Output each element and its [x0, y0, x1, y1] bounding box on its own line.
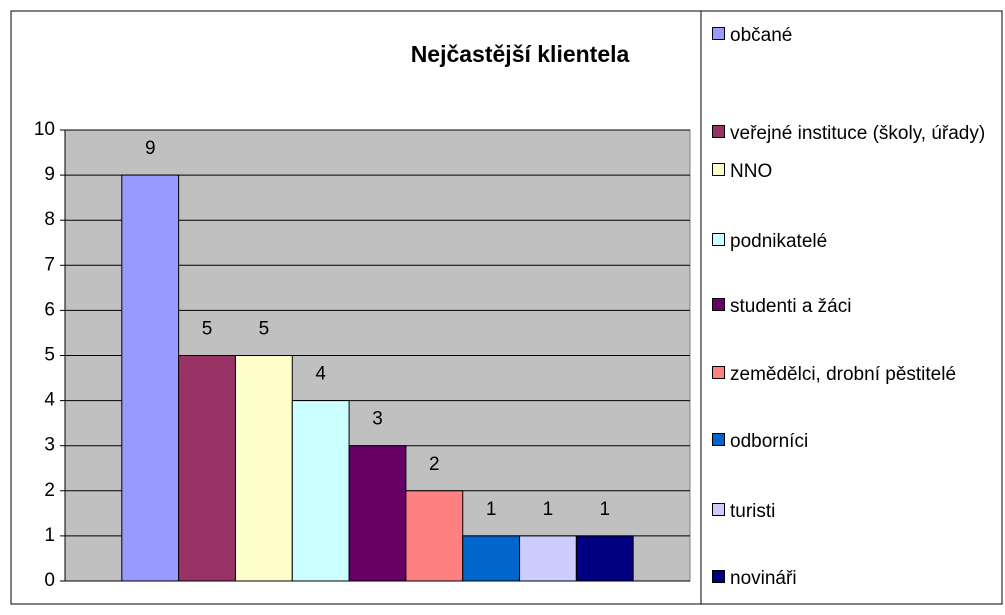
legend-swatch	[712, 27, 725, 40]
legend-item: veřejné instituce (školy, úřady)	[712, 122, 987, 146]
bar	[462, 535, 521, 582]
legend-item: turisti	[712, 500, 987, 524]
bar	[291, 400, 350, 582]
legend-swatch	[712, 570, 725, 583]
legend-swatch	[712, 125, 725, 138]
data-label: 1	[486, 499, 497, 520]
data-label: 1	[599, 499, 610, 520]
y-tick-label: 5	[44, 345, 55, 366]
legend-item: NNO	[712, 160, 987, 184]
legend-swatch	[712, 298, 725, 311]
y-tick-label: 8	[44, 209, 55, 230]
bar	[348, 445, 407, 582]
data-label: 9	[145, 138, 156, 159]
legend-swatch	[712, 433, 725, 446]
bar	[178, 355, 236, 582]
y-tick-label: 9	[44, 164, 55, 185]
legend-item: studenti a žáci	[712, 295, 987, 319]
legend-label: občané	[730, 25, 793, 46]
legend-label: odborníci	[730, 431, 809, 452]
y-tick-label: 2	[44, 480, 55, 501]
data-label: 1	[543, 499, 554, 520]
legend-item: podnikatelé	[712, 230, 987, 254]
y-tick-label: 10	[34, 119, 55, 140]
data-label: 5	[259, 319, 270, 340]
bar	[575, 535, 634, 582]
legend-label: turisti	[730, 501, 776, 522]
legend-label: veřejné instituce (školy, úřady)	[730, 123, 986, 144]
data-label: 3	[372, 409, 383, 430]
y-tick-label: 1	[44, 525, 55, 546]
bar	[519, 535, 577, 582]
legend-label: novináři	[730, 568, 797, 589]
y-tick-label: 0	[44, 570, 55, 591]
legend-swatch	[712, 233, 725, 246]
y-tick-label: 3	[44, 435, 55, 456]
y-tick-label: 4	[44, 390, 55, 411]
legend-swatch	[712, 366, 725, 379]
legend-label: NNO	[730, 161, 773, 182]
legend-label: podnikatelé	[730, 231, 828, 252]
data-label: 5	[202, 319, 213, 340]
legend-swatch	[712, 163, 725, 176]
legend-label: zemědělci, drobní pěstitelé	[730, 364, 957, 385]
legend-item: občané	[712, 24, 987, 48]
legend-item: odborníci	[712, 430, 987, 454]
data-label: 4	[315, 364, 326, 385]
data-label: 2	[429, 454, 440, 475]
y-tick-label: 7	[44, 254, 55, 275]
bar	[121, 174, 180, 582]
chart-title: Nejčastější klientela	[411, 41, 630, 67]
legend-item: novináři	[712, 567, 987, 591]
y-tick-label: 6	[44, 299, 55, 320]
bar	[234, 355, 293, 582]
legend-swatch	[712, 503, 725, 516]
bar	[405, 490, 464, 582]
legend-item: zemědělci, drobní pěstitelé	[712, 363, 987, 387]
legend-label: studenti a žáci	[730, 296, 852, 317]
